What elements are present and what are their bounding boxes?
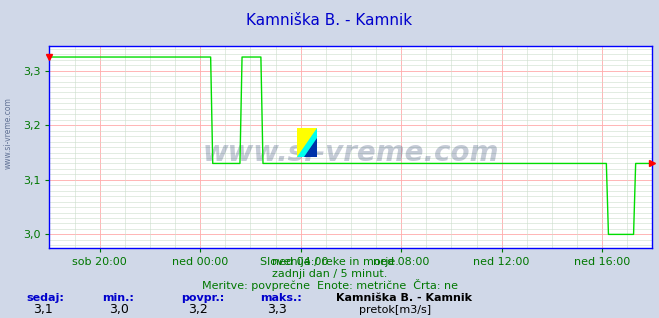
Text: min.:: min.: — [102, 294, 134, 303]
Polygon shape — [304, 138, 317, 157]
Text: 3,3: 3,3 — [267, 303, 287, 316]
Polygon shape — [297, 128, 317, 157]
Text: Meritve: povprečne  Enote: metrične  Črta: ne: Meritve: povprečne Enote: metrične Črta:… — [202, 279, 457, 291]
Text: Slovenija / reke in morje.: Slovenija / reke in morje. — [260, 257, 399, 266]
Text: 3,0: 3,0 — [109, 303, 129, 316]
Text: povpr.:: povpr.: — [181, 294, 225, 303]
Text: Kamniška B. - Kamnik: Kamniška B. - Kamnik — [336, 294, 472, 303]
Text: maks.:: maks.: — [260, 294, 302, 303]
Text: sedaj:: sedaj: — [26, 294, 64, 303]
Text: Kamniška B. - Kamnik: Kamniška B. - Kamnik — [246, 13, 413, 28]
Text: www.si-vreme.com: www.si-vreme.com — [203, 139, 499, 167]
Text: 3,2: 3,2 — [188, 303, 208, 316]
Text: zadnji dan / 5 minut.: zadnji dan / 5 minut. — [272, 269, 387, 279]
Text: pretok[m3/s]: pretok[m3/s] — [359, 305, 431, 315]
Text: www.si-vreme.com: www.si-vreme.com — [3, 98, 13, 169]
Text: 3,1: 3,1 — [33, 303, 53, 316]
Polygon shape — [297, 128, 317, 157]
